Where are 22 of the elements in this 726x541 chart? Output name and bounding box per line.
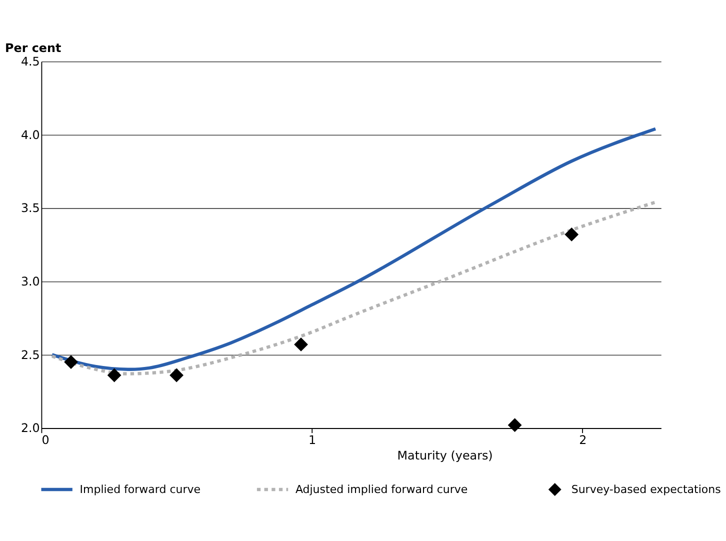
x-tick-label: 0: [42, 433, 50, 448]
point: [294, 337, 308, 352]
point: [107, 368, 122, 382]
legend-label: Implied forward curve: [80, 483, 201, 496]
y-tick-label: 3.0: [20, 274, 40, 288]
x-tick-label: 1: [308, 433, 316, 448]
y-tick-label: 2.0: [20, 421, 40, 436]
line-series: [50, 127, 658, 371]
point: [508, 418, 522, 432]
point: [564, 227, 579, 242]
legend-label: Adjusted implied forward curve: [295, 483, 468, 496]
y-axis-title: Per cent: [5, 40, 62, 55]
line-series: [50, 200, 658, 376]
x-tick-label: 2: [579, 433, 587, 448]
y-tick-label: 4.0: [20, 128, 40, 142]
y-tick-label: 2.5: [20, 348, 40, 362]
x-axis-title: Maturity (years): [397, 448, 493, 463]
point: [170, 368, 184, 382]
y-tick-label: 3.5: [20, 201, 40, 216]
legend-label: Survey-based expectations: [571, 483, 722, 496]
y-tick-label: 4.5: [20, 54, 40, 68]
point: [64, 355, 78, 369]
